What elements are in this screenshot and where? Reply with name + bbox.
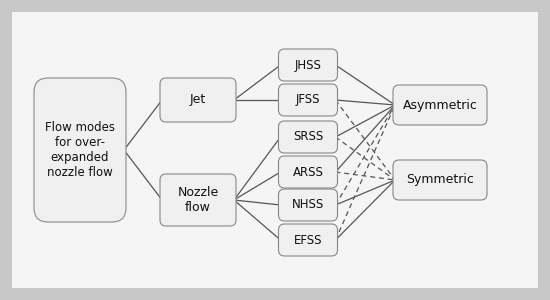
FancyBboxPatch shape — [278, 49, 338, 81]
Text: Flow modes
for over-
expanded
nozzle flow: Flow modes for over- expanded nozzle flo… — [45, 121, 115, 179]
Text: ARSS: ARSS — [293, 166, 323, 178]
FancyBboxPatch shape — [278, 121, 338, 153]
FancyBboxPatch shape — [34, 78, 126, 222]
Text: EFSS: EFSS — [294, 233, 322, 247]
FancyBboxPatch shape — [278, 84, 338, 116]
Text: Nozzle
flow: Nozzle flow — [177, 186, 219, 214]
Text: JFSS: JFSS — [296, 94, 320, 106]
FancyBboxPatch shape — [278, 224, 338, 256]
FancyBboxPatch shape — [12, 12, 538, 288]
Text: Jet: Jet — [190, 94, 206, 106]
Text: SRSS: SRSS — [293, 130, 323, 143]
FancyBboxPatch shape — [393, 85, 487, 125]
Text: Asymmetric: Asymmetric — [403, 98, 477, 112]
FancyBboxPatch shape — [393, 160, 487, 200]
FancyBboxPatch shape — [160, 78, 236, 122]
FancyBboxPatch shape — [278, 156, 338, 188]
Text: JHSS: JHSS — [295, 58, 321, 71]
Text: NHSS: NHSS — [292, 199, 324, 212]
FancyBboxPatch shape — [278, 189, 338, 221]
FancyBboxPatch shape — [160, 174, 236, 226]
Text: Symmetric: Symmetric — [406, 173, 474, 187]
